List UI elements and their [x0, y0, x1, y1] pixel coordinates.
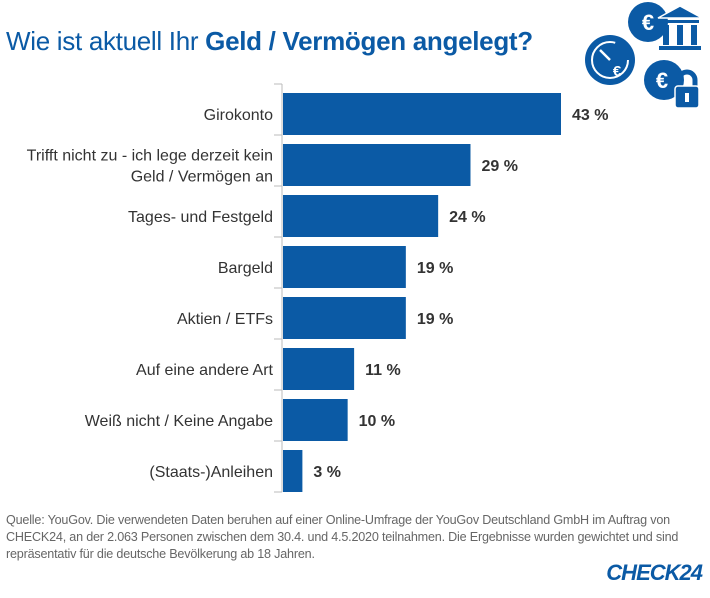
category-label: Trifft nicht zu - ich lege derzeit kein	[27, 148, 273, 165]
value-label: 29 %	[481, 158, 517, 175]
value-label: 24 %	[449, 209, 485, 226]
euro-lock-icon: €	[644, 60, 700, 109]
value-label: 19 %	[417, 260, 453, 277]
category-label: Weiß nicht / Keine Angabe	[85, 413, 273, 430]
bar	[283, 144, 471, 186]
bar	[283, 93, 561, 135]
bar	[283, 195, 439, 237]
value-label: 10 %	[359, 413, 395, 430]
value-label: 43 %	[572, 107, 608, 124]
category-label: Bargeld	[218, 260, 273, 277]
category-label: Girokonto	[204, 107, 273, 124]
bar	[283, 450, 303, 492]
category-label: (Staats-)Anleihen	[149, 464, 273, 481]
bar	[283, 399, 348, 441]
svg-text:€: €	[656, 68, 668, 93]
bar	[283, 246, 406, 288]
svg-text:€: €	[642, 10, 654, 35]
bar	[283, 348, 355, 390]
check24-logo: CHECK24	[606, 560, 703, 585]
category-label: Tages- und Festgeld	[128, 209, 273, 226]
value-label: 3 %	[313, 464, 341, 481]
title-regular: Wie ist aktuell Ihr	[6, 26, 206, 56]
svg-text:€: €	[613, 63, 622, 80]
bar	[283, 297, 406, 339]
euro-clock-icon: €	[585, 35, 635, 85]
euro-bank-icon: €	[628, 2, 703, 50]
value-label: 19 %	[417, 311, 453, 328]
title-bold: Geld / Vermögen angelegt?	[205, 26, 533, 56]
chart-title: Wie ist aktuell Ihr Geld / Vermögen ange…	[6, 26, 533, 57]
category-label: Geld / Vermögen an	[131, 169, 273, 186]
source-note: Quelle: YouGov. Die verwendeten Daten be…	[6, 513, 679, 561]
value-label: 11 %	[365, 362, 401, 379]
category-label: Aktien / ETFs	[177, 311, 273, 328]
category-label: Auf eine andere Art	[136, 362, 274, 379]
